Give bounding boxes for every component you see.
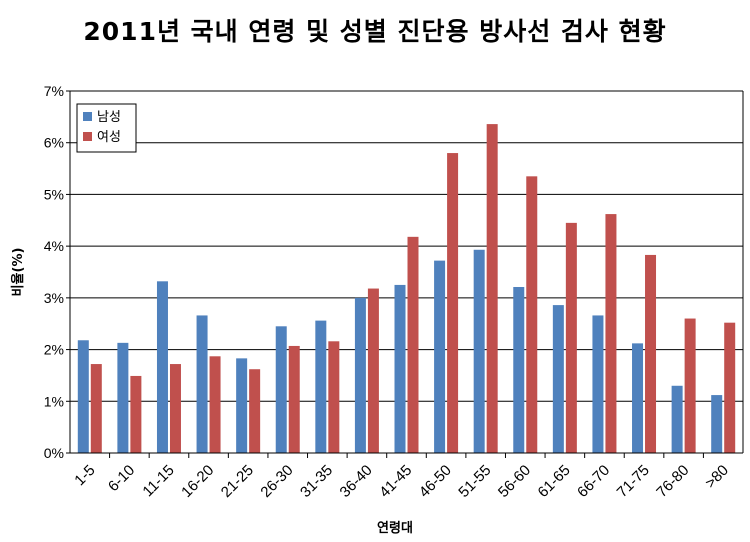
x-tick-label: 1-5: [71, 462, 98, 489]
x-tick-label: 41-45: [376, 462, 415, 501]
y-tick-label: 4%: [44, 238, 64, 254]
x-tick-label: 71-75: [614, 462, 653, 501]
bar-male: [117, 342, 129, 453]
bar-female: [724, 322, 736, 453]
bar-female: [90, 364, 102, 453]
bar-male: [711, 395, 723, 453]
x-tick-label: 16-20: [178, 462, 217, 501]
bar-male: [434, 260, 446, 453]
bar-female: [130, 375, 142, 453]
x-tick-label: 66-70: [574, 462, 613, 501]
bar-female: [169, 364, 181, 453]
bar-female: [209, 356, 221, 453]
bar-female: [565, 222, 577, 453]
bar-male: [473, 249, 485, 453]
y-tick-labels: 0% 1% 2% 3% 4% 5% 6% 7%: [44, 83, 70, 461]
bar-male: [552, 305, 564, 453]
y-tick-label: 6%: [44, 135, 64, 151]
legend-swatch: [83, 112, 92, 121]
y-tick-label: 1%: [44, 393, 64, 409]
bar-female: [407, 236, 419, 453]
y-axis-label: 비율(%): [10, 248, 26, 297]
legend-label: 여성: [97, 130, 121, 145]
axes: [69, 91, 744, 454]
bar-male: [632, 343, 644, 453]
y-tick-label: 7%: [44, 83, 64, 99]
bar-male: [275, 326, 287, 453]
legend-swatch: [83, 132, 92, 141]
bar-male: [671, 385, 683, 453]
bar-female: [526, 176, 538, 454]
bar-female: [249, 369, 261, 453]
legend-label: 남성: [97, 110, 121, 125]
bar-female: [684, 318, 696, 453]
bar-male: [592, 315, 604, 453]
y-tick-label: 3%: [44, 290, 64, 306]
bar-male: [394, 284, 406, 453]
x-tick-label: 51-55: [455, 462, 494, 501]
x-tick-label: 21-25: [218, 462, 257, 501]
bar-female: [447, 153, 459, 454]
gridlines: [70, 90, 743, 402]
bar-male: [354, 297, 366, 453]
bar-female: [486, 124, 498, 454]
x-tick-label: 36-40: [337, 462, 376, 501]
x-tick-label: 31-35: [297, 462, 336, 501]
x-tick-label: 6-10: [105, 462, 138, 495]
bar-male: [156, 281, 168, 453]
x-tick-label: 26-30: [257, 462, 296, 501]
y-tick-label: 5%: [44, 186, 64, 202]
bar-female: [288, 345, 300, 453]
x-tick-label: 76-80: [653, 462, 692, 501]
x-tick-label: 61-65: [535, 462, 574, 501]
bar-female: [645, 254, 657, 453]
bar-male: [77, 340, 89, 453]
y-tick-label: 0%: [44, 445, 64, 461]
bar-male: [315, 320, 327, 453]
bar-male: [513, 286, 525, 453]
x-tick-labels: 1-5 6-10 11-15 16-20 21-25 26-30 31-35 36-40 41-…: [71, 453, 732, 501]
bar-male: [196, 315, 208, 453]
bars: [77, 124, 736, 454]
bar-female: [605, 214, 617, 453]
x-axis-label: 연령대: [377, 521, 413, 536]
bar-male: [236, 358, 248, 453]
y-tick-label: 2%: [44, 342, 64, 358]
x-tick-label: >80: [702, 462, 732, 492]
x-tick-label: 56-60: [495, 462, 534, 501]
bar-female: [367, 288, 379, 453]
chart-title: 2011년 국내 연령 및 성별 진단용 방사선 검사 현황: [83, 17, 667, 46]
bar-female: [328, 341, 340, 453]
x-tick-label: 11-15: [139, 462, 177, 500]
x-tick-label: 46-50: [416, 462, 455, 501]
